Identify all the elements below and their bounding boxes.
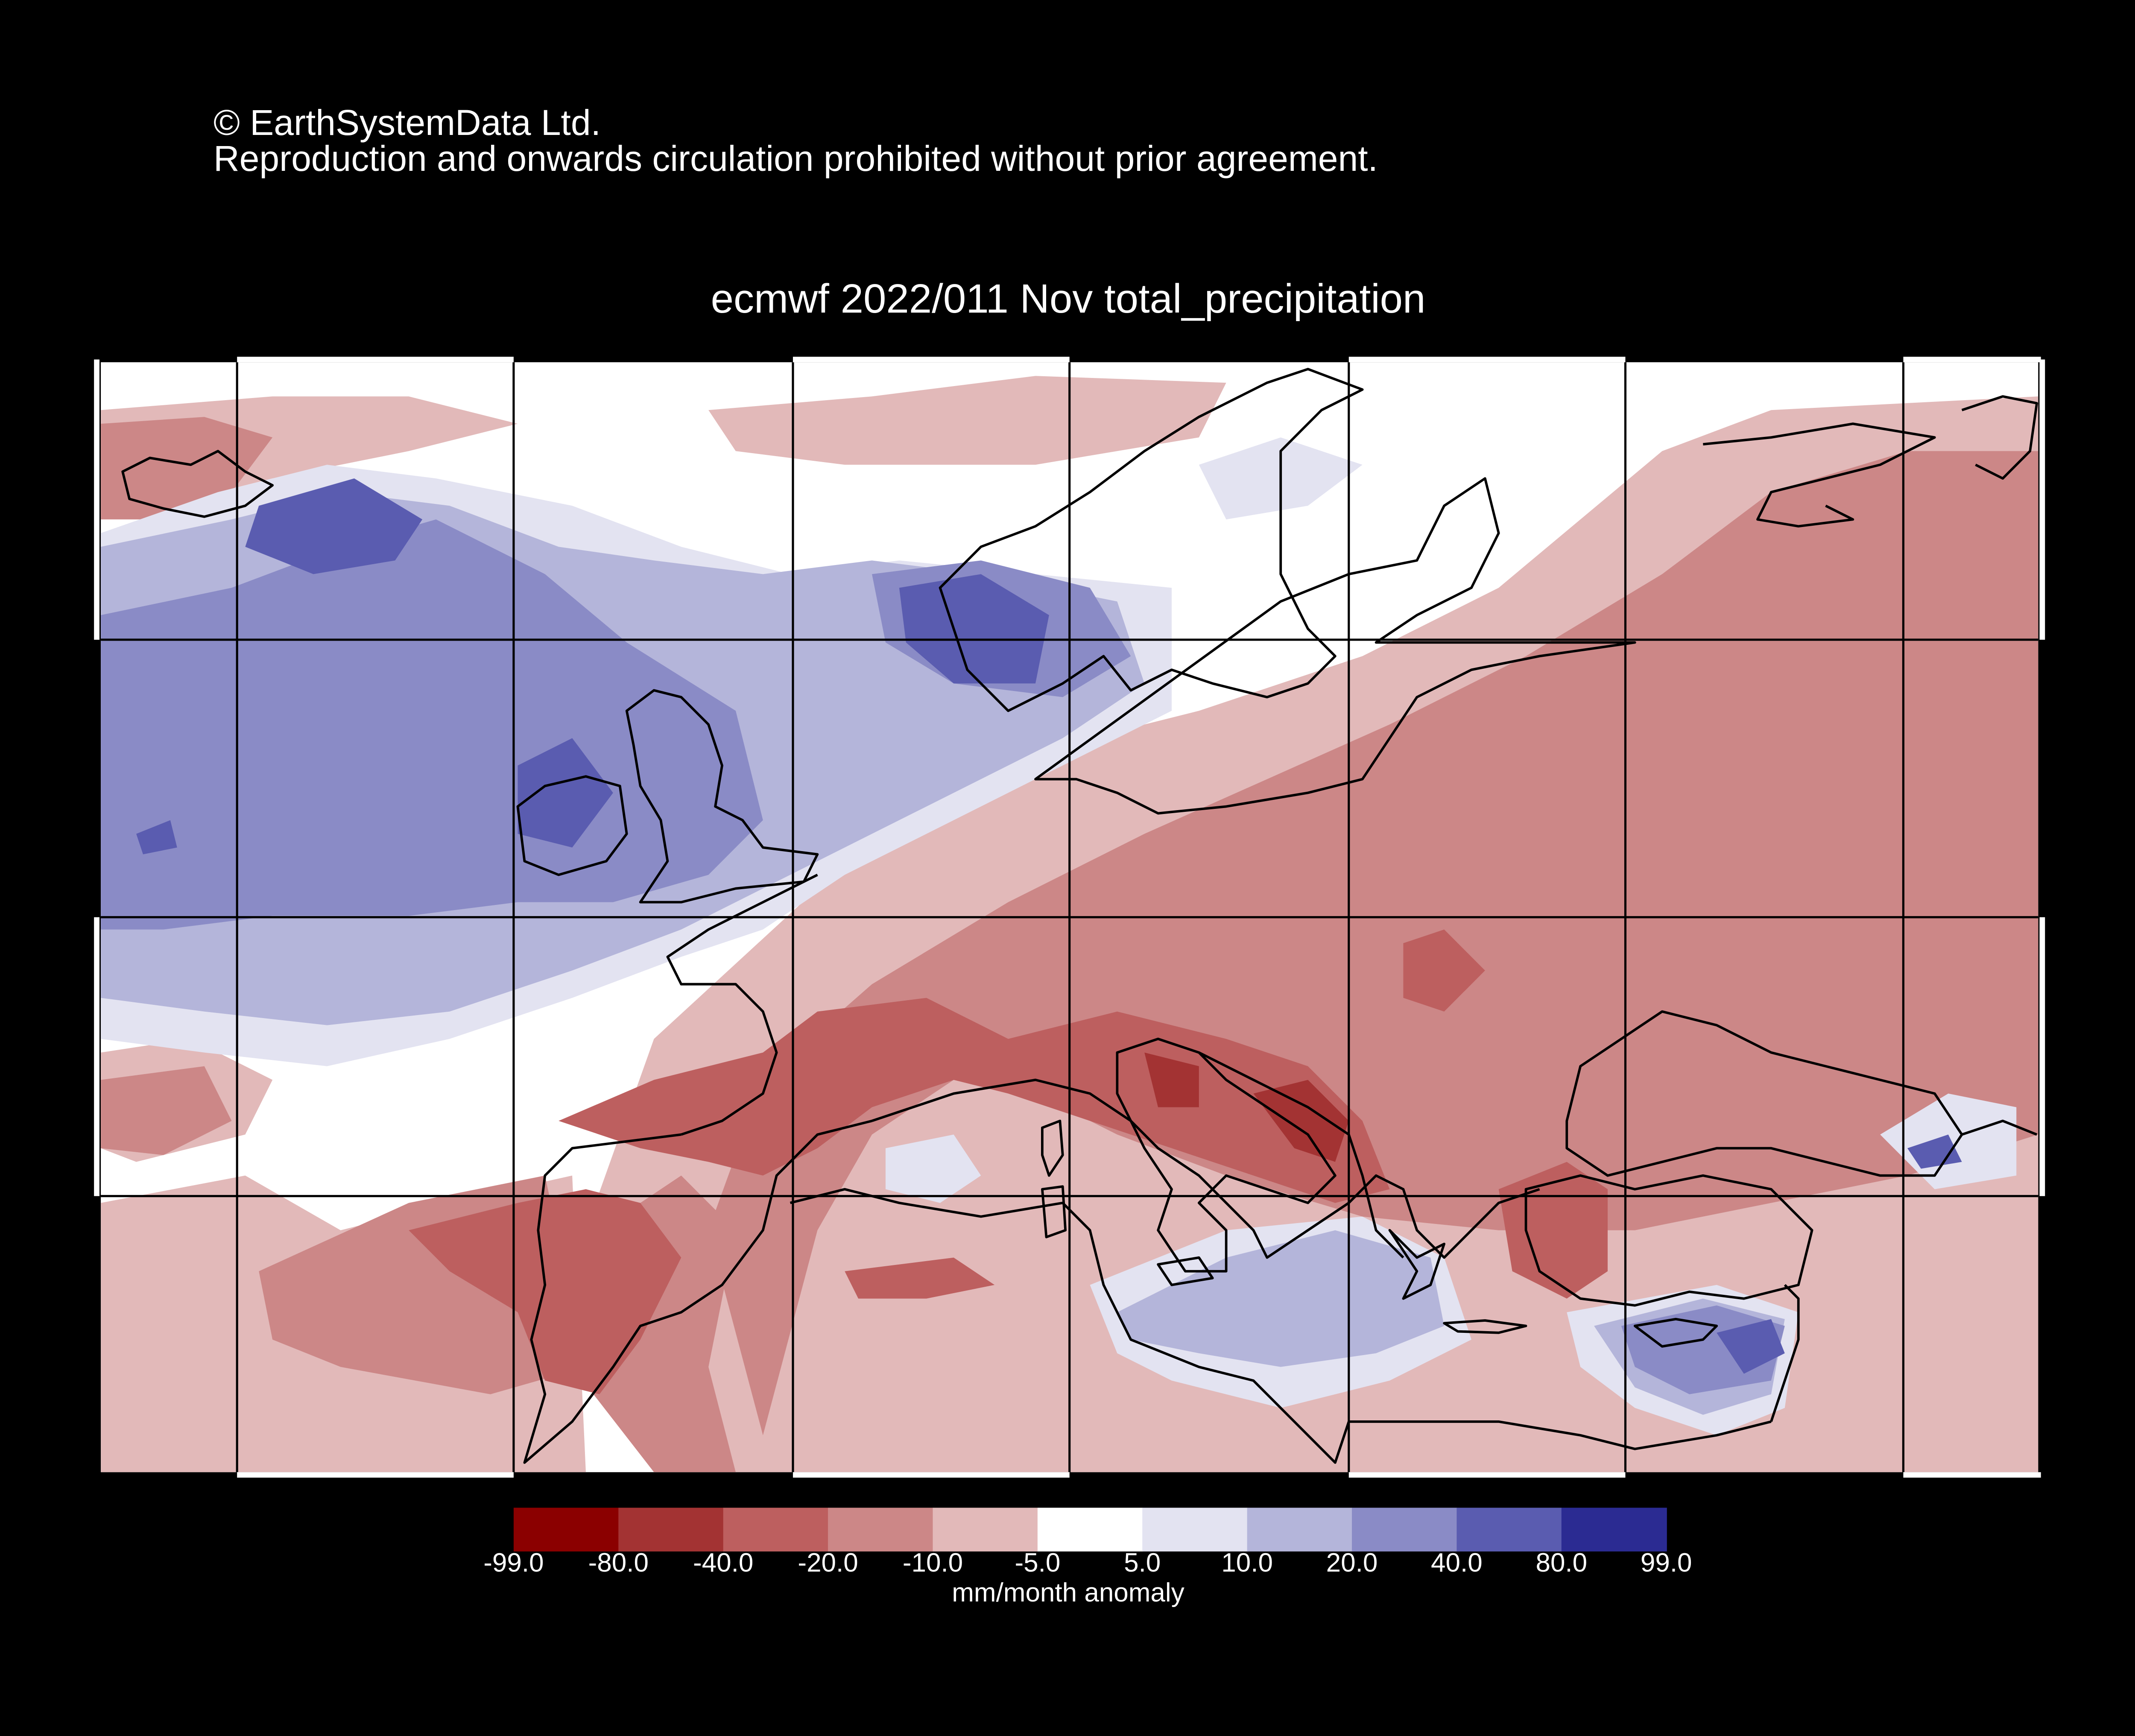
colorbar-tick-label: -99.0 (483, 1548, 544, 1578)
colorbar (513, 1508, 1667, 1552)
dry-region-extreme (1144, 1052, 1199, 1107)
dry-region-medium (708, 451, 2038, 1435)
coastline-turkey (1524, 1174, 1813, 1307)
colorbar-swatch (828, 1508, 934, 1552)
colorbar-swatch (1561, 1508, 1667, 1552)
coastline-france-west (666, 873, 818, 1136)
map-frame (94, 357, 2045, 1478)
coastline-russia-north (1703, 422, 1936, 528)
coastline-iceland (121, 450, 274, 518)
coastline-crete (1443, 1319, 1527, 1334)
dry-region-strong (409, 1189, 681, 1394)
colorbar-tick-label: 40.0 (1431, 1548, 1483, 1578)
wet-region-strong (1717, 1319, 1785, 1374)
coastline-cyprus (1633, 1317, 1718, 1348)
dry-region-light (708, 376, 1226, 465)
colorbar-tick-label: 80.0 (1535, 1548, 1588, 1578)
dry-region-medium (101, 417, 273, 520)
colorbar-swatch (1456, 1508, 1562, 1552)
coastline-caspian (1961, 1119, 2038, 1136)
coastline-norway (939, 368, 1364, 712)
colorbar-swatch (1247, 1508, 1353, 1552)
coastline-italy (1116, 1037, 1337, 1273)
colorbar-tick-label: 99.0 (1640, 1548, 1692, 1578)
colorbar-units-label: mm/month anomaly (952, 1578, 1184, 1607)
colorbar-swatch (1352, 1508, 1458, 1552)
coastline-iberia (523, 1119, 872, 1464)
copyright-line-2: Reproduction and onwards circulation pro… (214, 138, 1378, 179)
dry-region-strong (1403, 929, 1485, 1012)
dry-region-strong (845, 1257, 995, 1299)
colorbar-swatch (723, 1508, 829, 1552)
wet-region-medium (101, 519, 763, 930)
colorbar-swatch (513, 1508, 619, 1552)
anomaly-field (101, 368, 2038, 1473)
colorbar-swatch (933, 1508, 1038, 1552)
coastline-levant (1770, 1284, 1800, 1422)
dry-region-medium (101, 1066, 232, 1155)
map-title: ecmwf 2022/011 Nov total_precipitation (711, 276, 1426, 322)
colorbar-tick-label: -5.0 (1015, 1548, 1061, 1578)
wet-region-light (885, 1134, 981, 1203)
coastlines (121, 368, 2038, 1464)
wet-region-strong (136, 820, 177, 855)
coastline-corsica (1041, 1119, 1064, 1177)
colorbar-swatch (618, 1508, 724, 1552)
colorbar-tick-label: 20.0 (1326, 1548, 1378, 1578)
colorbar-swatch (1037, 1508, 1143, 1552)
wet-region-medium-light (1117, 1230, 1445, 1367)
coastline-north-africa (790, 1188, 1772, 1464)
wet-region-strong (1907, 1134, 1962, 1169)
coastline-sicily (1157, 1256, 1214, 1286)
coastline-ireland (516, 775, 628, 876)
wet-region-strong (899, 574, 1049, 684)
wet-region-strong (245, 478, 423, 574)
colorbar-tick-label: -80.0 (588, 1548, 649, 1578)
wet-region-strong (518, 738, 613, 848)
coastline-great-britain (625, 689, 819, 904)
coastline-sardinia (1041, 1185, 1067, 1238)
coastline-med-north (872, 1078, 1540, 1259)
coastline-greece (1388, 1229, 1446, 1300)
graticule (101, 362, 2038, 1473)
colorbar-tick-label: -40.0 (693, 1548, 754, 1578)
colorbar-tick-label: 5.0 (1124, 1548, 1161, 1578)
colorbar-tick-label: -20.0 (798, 1548, 858, 1578)
colorbar-tick-label: 10.0 (1221, 1548, 1273, 1578)
colorbar-tick-label: -10.0 (902, 1548, 963, 1578)
colorbar-swatch (1142, 1508, 1248, 1552)
coastline-arctic-east (1961, 395, 2038, 480)
copyright-line-1: © EarthSystemData Ltd. (214, 102, 601, 143)
dry-region-extreme (1253, 1080, 1349, 1162)
copyright-notice: © EarthSystemData Ltd. Reproduction and … (214, 105, 1378, 176)
coastline-baltic (1034, 477, 1636, 815)
